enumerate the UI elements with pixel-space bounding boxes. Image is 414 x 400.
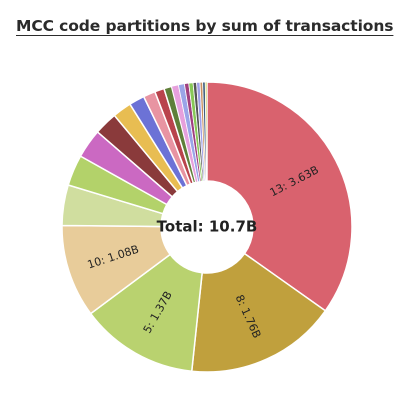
pie-slice[interactable] (89, 253, 203, 373)
pie-slice[interactable] (206, 81, 353, 312)
total-label: Total: 10.7B (157, 218, 258, 236)
pie-slice[interactable] (190, 252, 327, 373)
pie-slice[interactable] (204, 81, 208, 182)
slices-group (61, 81, 353, 373)
chart-title[interactable]: MCC code partitions by sum of transactio… (16, 17, 394, 35)
